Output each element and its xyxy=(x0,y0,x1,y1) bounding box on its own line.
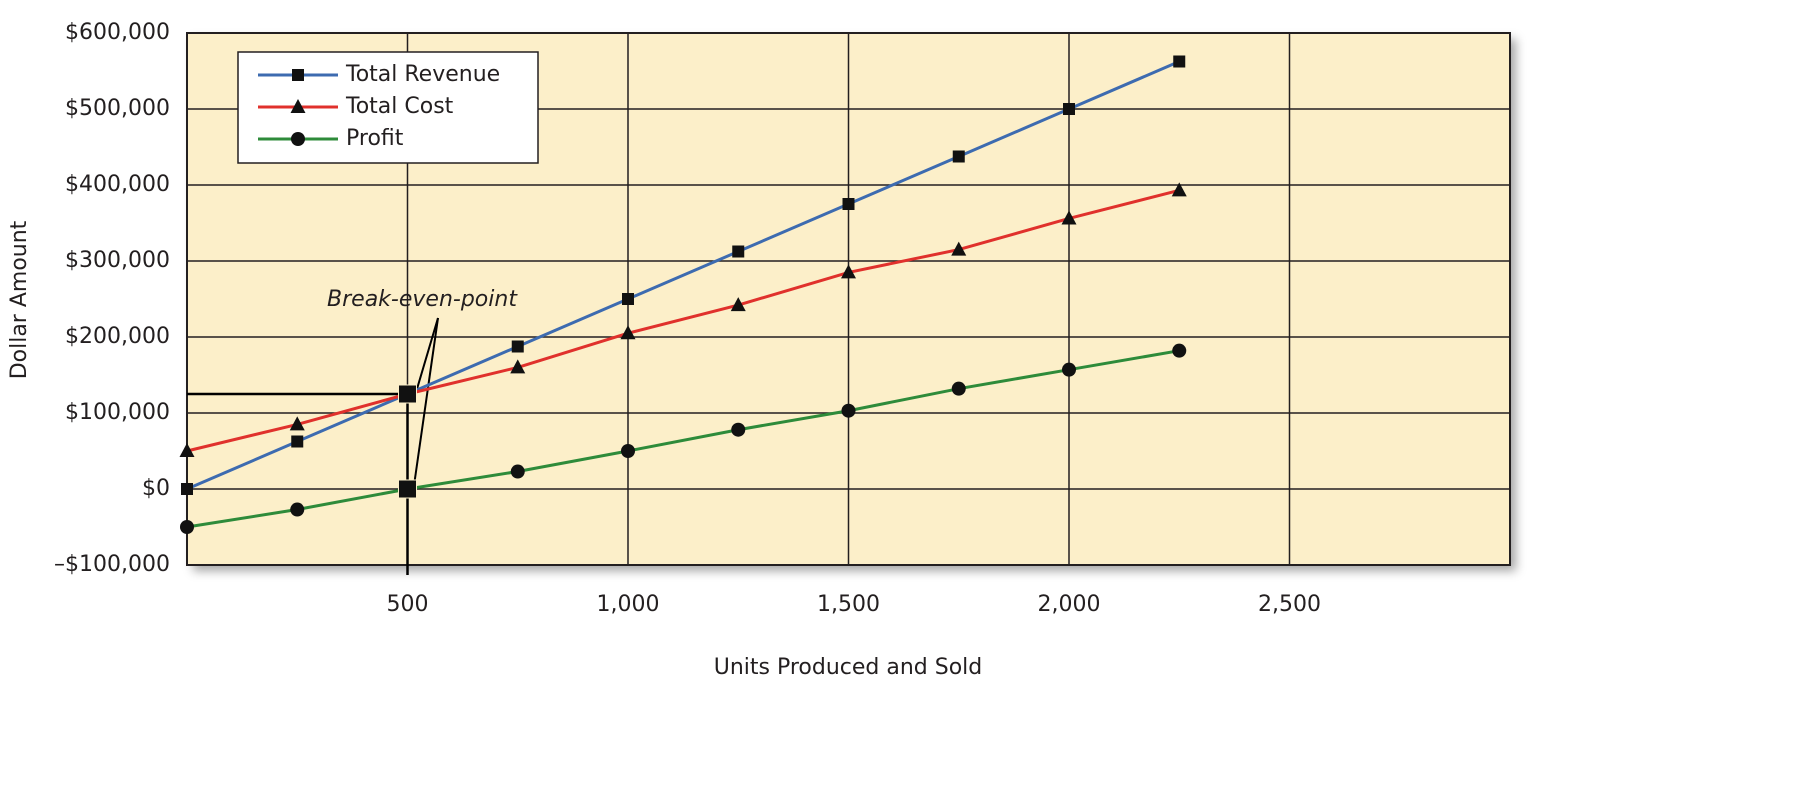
marker xyxy=(181,483,193,495)
marker xyxy=(1171,182,1187,197)
marker xyxy=(289,416,305,431)
x-tick-label: 2,000 xyxy=(1038,592,1101,617)
marker xyxy=(620,325,636,340)
legend: Total Revenue Total Cost Profit xyxy=(237,51,539,164)
marker xyxy=(951,381,966,396)
y-tick-label: $0 xyxy=(142,476,170,501)
marker xyxy=(732,245,745,258)
legend-marker xyxy=(290,99,306,113)
marker xyxy=(180,520,194,534)
marker xyxy=(1062,362,1076,377)
x-axis-label: Units Produced and Sold xyxy=(714,655,983,680)
pointer xyxy=(414,317,439,395)
legend-label: Total Revenue xyxy=(345,62,500,87)
marker xyxy=(290,502,305,517)
marker xyxy=(731,422,746,437)
break-even-marker xyxy=(398,479,417,499)
legend-marker xyxy=(292,69,304,81)
annotation: Break-even-point xyxy=(327,287,518,312)
marker xyxy=(1063,103,1075,115)
legend-label: Total Cost xyxy=(345,94,454,119)
y-tick-label: $500,000 xyxy=(65,96,170,121)
break-even-marker xyxy=(398,384,417,404)
y-axis-label: Dollar Amount xyxy=(7,220,32,379)
marker xyxy=(622,293,634,305)
marker xyxy=(511,340,524,353)
y-tick-label: $400,000 xyxy=(65,172,170,197)
marker xyxy=(1173,55,1186,68)
marker xyxy=(621,444,635,458)
y-tick-label: $200,000 xyxy=(65,324,170,349)
x-tick-label: 500 xyxy=(387,592,429,617)
marker xyxy=(951,241,967,256)
x-tick-label: 1,500 xyxy=(817,592,880,617)
y-tick-label: $100,000 xyxy=(65,400,170,425)
marker xyxy=(1061,210,1077,225)
x-tick-label: 2,500 xyxy=(1258,592,1321,617)
marker xyxy=(730,297,746,312)
y-tick-label: $300,000 xyxy=(65,248,170,273)
marker xyxy=(1172,343,1187,358)
y-tick-label: $600,000 xyxy=(65,20,170,45)
marker xyxy=(291,435,304,448)
series-line xyxy=(186,60,1180,491)
series-line xyxy=(186,349,1180,529)
x-tick-label: 1,000 xyxy=(597,592,660,617)
pointer xyxy=(412,317,439,490)
legend-label: Profit xyxy=(346,126,404,151)
marker xyxy=(179,443,195,457)
series-line xyxy=(186,188,1180,453)
y-tick-label: –$100,000 xyxy=(54,552,170,577)
marker xyxy=(841,403,856,418)
legend-marker xyxy=(291,132,305,146)
plot-border xyxy=(186,32,1511,566)
marker xyxy=(952,150,965,163)
marker xyxy=(510,464,525,479)
marker xyxy=(510,359,526,374)
marker xyxy=(842,198,855,210)
marker xyxy=(841,264,856,279)
